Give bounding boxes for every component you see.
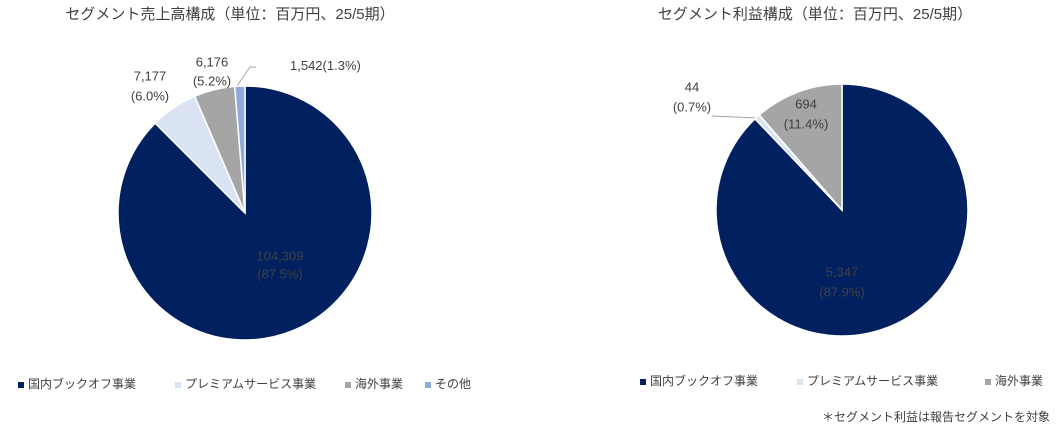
percent-label: (1.3%) xyxy=(323,58,361,73)
legend-label: プレミアムサービス事業 xyxy=(185,377,316,391)
leader-line xyxy=(236,66,256,87)
chart-title: セグメント売上高構成（単位：百万円、25/5期） xyxy=(65,6,394,23)
data-label: 1,542(1.3%) xyxy=(290,58,361,73)
value-label: 44 xyxy=(685,79,699,94)
footnote: ＊セグメント利益は報告セグメントを対象 xyxy=(822,410,1050,424)
legend-swatch xyxy=(18,382,24,388)
legend-swatch xyxy=(425,382,431,388)
leader-line xyxy=(711,115,758,119)
value-label: 6,176 xyxy=(196,54,229,69)
value-label: 1,542 xyxy=(290,58,323,73)
value-label: 694 xyxy=(795,96,817,111)
percent-label: (0.7%) xyxy=(673,99,711,114)
percent-label: (87.5%) xyxy=(257,266,303,281)
legend-label: プレミアムサービス事業 xyxy=(807,374,938,388)
percent-label: (11.4%) xyxy=(784,116,829,131)
percent-label: (87.9%) xyxy=(819,284,865,299)
legend-swatch xyxy=(985,379,991,385)
value-label: 7,177 xyxy=(134,68,167,83)
legend-label: その他 xyxy=(435,377,471,391)
legend-swatch xyxy=(640,379,646,385)
legend-swatch xyxy=(175,382,181,388)
legend-label: 海外事業 xyxy=(995,373,1043,388)
legend-label: 海外事業 xyxy=(355,376,403,391)
percent-label: (5.2%) xyxy=(193,73,231,88)
legend-label: 国内ブックオフ事業 xyxy=(650,373,758,388)
percent-label: (6.0%) xyxy=(131,88,169,103)
chart-title: セグメント利益構成（単位：百万円、25/5期） xyxy=(658,6,972,23)
legend-label: 国内ブックオフ事業 xyxy=(28,376,136,391)
legend-swatch xyxy=(797,379,803,385)
value-label: 104,309 xyxy=(257,248,304,263)
pie-slice xyxy=(758,83,843,213)
value-label: 5,347 xyxy=(826,264,859,279)
legend-swatch xyxy=(345,382,351,388)
pie-slice xyxy=(233,85,246,214)
